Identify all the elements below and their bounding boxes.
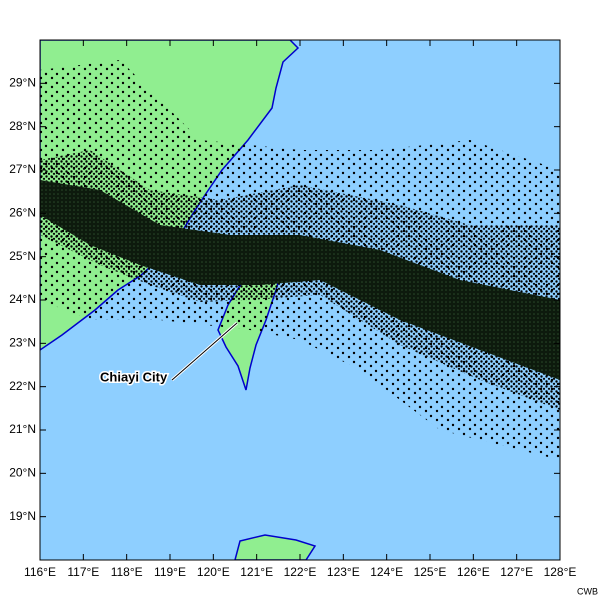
lon-tick-label: 127°E: [500, 565, 533, 579]
lat-tick-label: 24°N: [9, 292, 36, 306]
lat-tick-label: 19°N: [9, 509, 36, 523]
lat-tick-label: 21°N: [9, 422, 36, 436]
lightning-core: [40, 180, 560, 380]
lat-tick-label: 29°N: [9, 76, 36, 90]
lon-tick-label: 124°E: [370, 565, 403, 579]
credit: CWB: [577, 586, 598, 596]
lon-tick-label: 117°E: [67, 565, 99, 579]
lon-tick-label: 116°E: [24, 565, 56, 579]
lat-tick-label: 23°N: [9, 336, 36, 350]
luzon: [234, 534, 317, 560]
lon-tick-label: 122°E: [284, 565, 317, 579]
lon-tick-label: 128°E: [544, 565, 577, 579]
lon-tick-label: 126°E: [457, 565, 490, 579]
lon-tick-label: 118°E: [111, 565, 143, 579]
lat-tick-label: 28°N: [9, 119, 36, 133]
lon-tick-label: 119°E: [154, 565, 186, 579]
lat-tick-label: 27°N: [9, 162, 36, 176]
lat-tick-label: 25°N: [9, 249, 36, 263]
lon-tick-label: 125°E: [414, 565, 447, 579]
lat-tick-label: 20°N: [9, 466, 36, 480]
lat-tick-label: 26°N: [9, 206, 36, 220]
annotation: Chiayi City: [100, 369, 168, 384]
lon-tick-label: 120°E: [197, 565, 230, 579]
lon-tick-label: 121°E: [240, 565, 273, 579]
leader-line: [171, 322, 238, 381]
lat-tick-label: 22°N: [9, 379, 36, 393]
lon-tick-label: 123°E: [327, 565, 360, 579]
map-area: Chiayi City: [40, 40, 560, 560]
